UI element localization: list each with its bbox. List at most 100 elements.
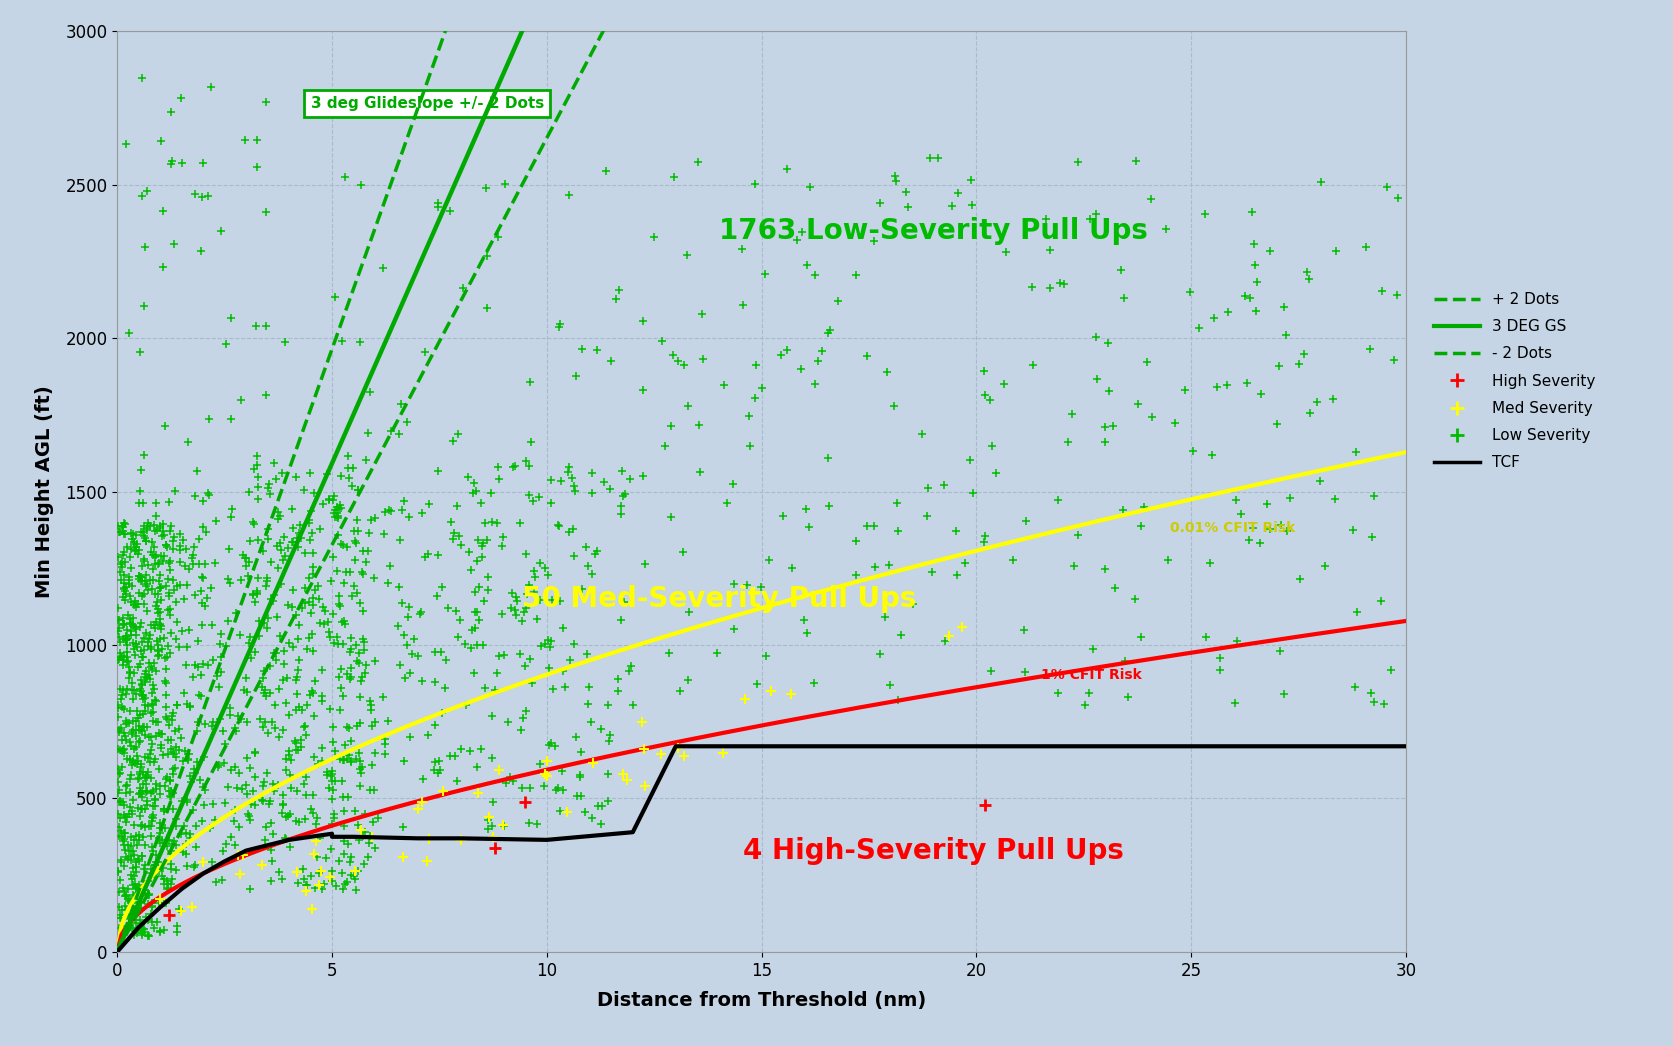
Point	[149, 832, 176, 848]
Point	[346, 644, 373, 661]
Point	[162, 837, 189, 854]
Point	[299, 804, 326, 821]
Point	[105, 629, 132, 645]
Point	[199, 718, 226, 734]
Point	[157, 772, 184, 789]
Point	[330, 636, 356, 653]
Point	[350, 631, 376, 647]
Point	[504, 592, 530, 609]
Point	[147, 620, 174, 637]
Point	[146, 520, 172, 537]
Point	[132, 529, 159, 546]
Point	[502, 457, 529, 474]
Point	[132, 770, 159, 787]
Point	[1114, 688, 1141, 705]
Point	[345, 817, 371, 834]
Point	[468, 549, 495, 566]
Point	[147, 616, 174, 633]
Point	[130, 552, 157, 569]
Point	[549, 662, 576, 679]
Point	[127, 786, 154, 802]
Point	[120, 597, 147, 614]
Point	[786, 361, 813, 378]
Point	[537, 472, 564, 488]
Point	[273, 695, 299, 711]
Point	[335, 719, 361, 735]
Point	[124, 596, 151, 613]
Point	[883, 495, 910, 511]
Point	[117, 663, 144, 680]
Point	[139, 661, 166, 678]
Point	[629, 312, 656, 328]
Point	[115, 659, 142, 676]
Point	[527, 555, 554, 572]
Point	[110, 745, 137, 761]
Point	[942, 522, 969, 539]
Point	[110, 837, 137, 854]
Point	[110, 581, 137, 597]
Point	[228, 710, 254, 727]
Point	[970, 528, 997, 545]
Point	[105, 766, 132, 782]
Point	[124, 879, 151, 895]
Point	[151, 922, 177, 938]
Point	[122, 712, 149, 729]
Point	[139, 839, 166, 856]
Point	[358, 757, 385, 774]
Point	[534, 768, 560, 784]
Point	[236, 483, 263, 500]
Point	[134, 872, 161, 889]
Point	[234, 568, 261, 585]
Point	[939, 198, 965, 214]
Point	[115, 575, 142, 592]
Point	[1036, 242, 1062, 258]
Point	[356, 781, 383, 798]
Point	[577, 713, 604, 730]
Point	[212, 794, 239, 811]
Point	[189, 594, 216, 611]
Point	[129, 572, 156, 589]
Point	[139, 798, 166, 815]
Point	[179, 899, 206, 915]
Point	[152, 650, 179, 666]
Point	[256, 793, 283, 810]
Point	[114, 631, 141, 647]
Point	[137, 742, 164, 758]
Point	[261, 783, 288, 800]
Point	[882, 173, 908, 189]
Point	[1358, 529, 1385, 546]
Point	[167, 542, 194, 559]
Point	[142, 598, 169, 615]
Point	[346, 714, 373, 731]
Point	[311, 876, 338, 892]
Point	[371, 746, 398, 763]
Point	[241, 797, 268, 814]
Point	[136, 887, 162, 904]
Point	[256, 658, 283, 675]
Point	[478, 750, 505, 767]
Point	[341, 552, 368, 569]
Point	[602, 290, 629, 306]
Point	[1203, 379, 1230, 395]
Point	[427, 644, 453, 661]
Point	[517, 433, 544, 450]
Point	[299, 525, 326, 542]
Point	[674, 672, 701, 688]
Point	[197, 79, 224, 96]
Point	[294, 593, 321, 610]
Point	[117, 615, 144, 632]
Point	[284, 539, 311, 555]
Point	[500, 601, 527, 618]
Point	[1009, 621, 1036, 638]
Point	[136, 886, 162, 903]
Point	[119, 682, 146, 699]
Point	[304, 849, 331, 866]
Point	[442, 748, 468, 765]
Point	[167, 903, 194, 919]
Point	[303, 810, 330, 826]
Point	[335, 539, 361, 555]
Point	[122, 542, 149, 559]
Point	[1121, 590, 1148, 607]
Point	[343, 535, 370, 551]
Point	[254, 570, 281, 587]
